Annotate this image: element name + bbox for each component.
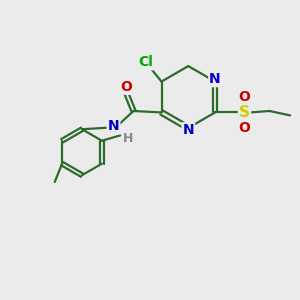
Text: O: O	[120, 80, 132, 94]
Text: S: S	[239, 105, 250, 120]
Text: N: N	[182, 123, 194, 137]
Text: N: N	[108, 119, 119, 133]
Text: Cl: Cl	[138, 56, 153, 69]
Text: O: O	[238, 121, 250, 135]
Text: N: N	[209, 72, 221, 86]
Text: H: H	[123, 132, 134, 145]
Text: O: O	[238, 90, 250, 104]
